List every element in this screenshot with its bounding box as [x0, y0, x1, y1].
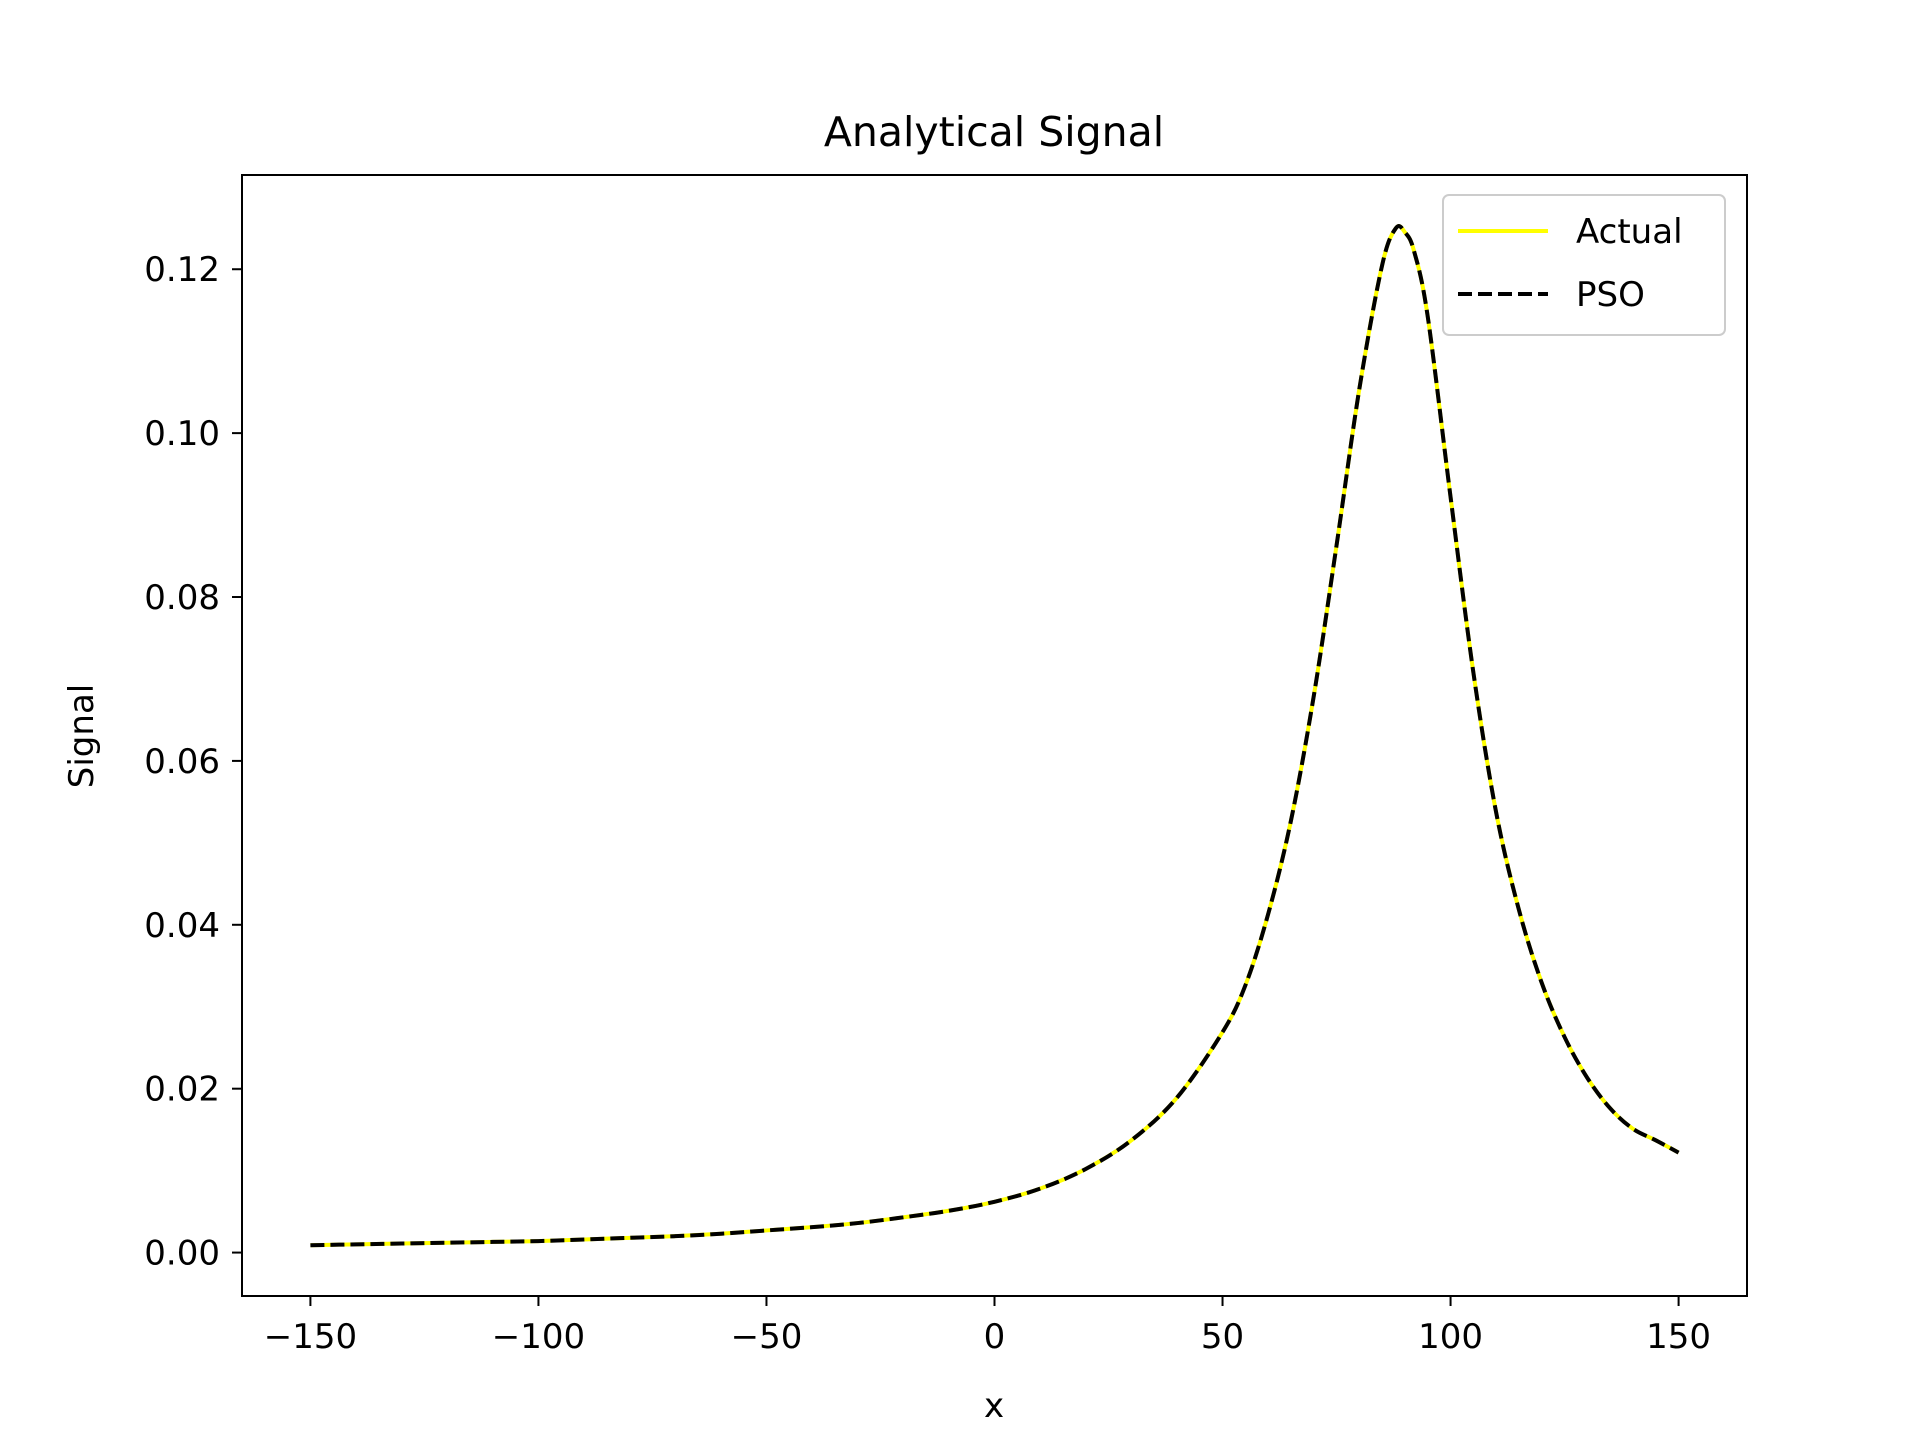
- chart-title: Analytical Signal: [824, 108, 1164, 156]
- plot-area: [242, 175, 1747, 1296]
- series-line-pso: [310, 224, 1680, 1248]
- x-tick-label: 0: [984, 1317, 1006, 1357]
- y-tick-label: 0.06: [144, 742, 220, 782]
- plot-background: [242, 175, 1747, 1296]
- legend-label-actual: Actual: [1576, 212, 1683, 252]
- series-layer: [310, 224, 1680, 1248]
- x-tick-label: 100: [1418, 1317, 1483, 1357]
- legend-label-pso: PSO: [1576, 275, 1645, 315]
- y-axis-title: Signal: [62, 684, 102, 788]
- x-tick-label: −100: [492, 1317, 585, 1357]
- x-axis-title: x: [984, 1386, 1004, 1426]
- legend: Actual PSO: [1442, 194, 1726, 336]
- x-axis: −150 −100 −50 0 50 100 150: [264, 1296, 1711, 1357]
- y-tick-label: 0.02: [144, 1070, 220, 1110]
- x-tick-label: 50: [1201, 1317, 1244, 1357]
- x-tick-label: 150: [1646, 1317, 1711, 1357]
- y-tick-label: 0.08: [144, 578, 220, 618]
- x-tick-label: −150: [264, 1317, 357, 1357]
- x-tick-label: −50: [731, 1317, 803, 1357]
- y-tick-label: 0.10: [144, 414, 220, 454]
- y-axis: 0.00 0.02 0.04 0.06 0.08 0.10 0.12: [144, 250, 242, 1274]
- y-tick-label: 0.04: [144, 906, 220, 946]
- y-tick-label: 0.12: [144, 250, 220, 290]
- y-tick-label: 0.00: [144, 1234, 220, 1274]
